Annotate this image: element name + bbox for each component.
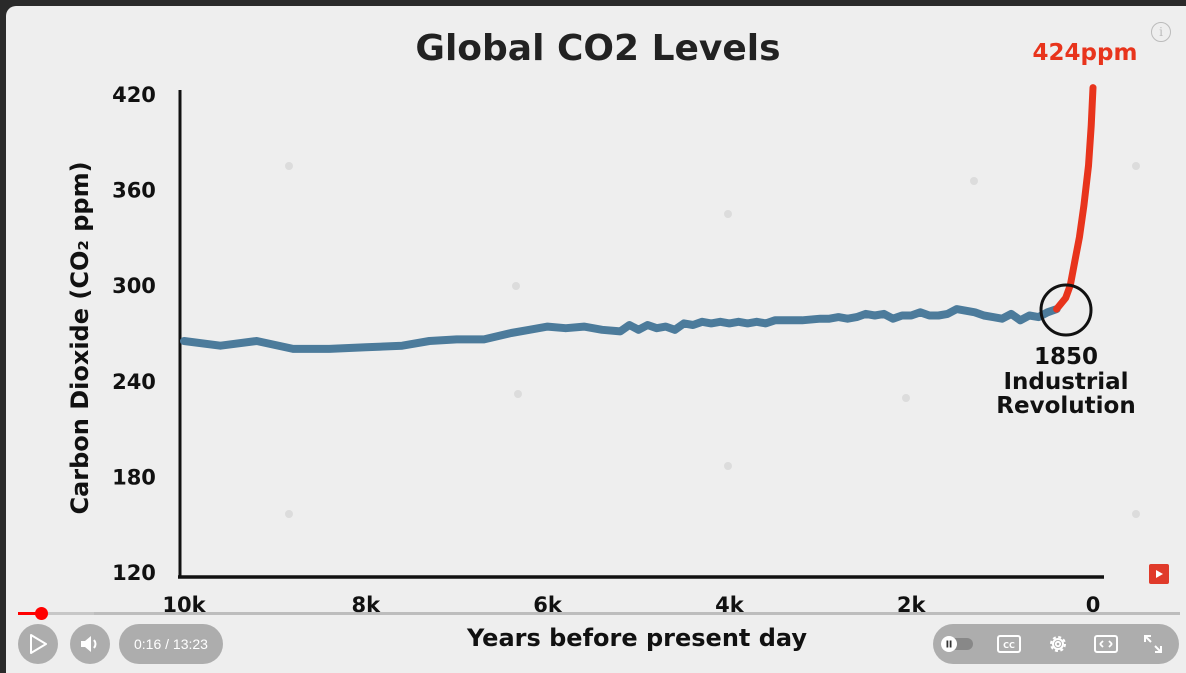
svg-text:CC: CC bbox=[1003, 641, 1015, 650]
progress-buffered bbox=[18, 612, 94, 615]
x-tick-label: 0 bbox=[1086, 593, 1101, 617]
video-frame[interactable]: Global CO2 Levels Carbon Dioxide (CO₂ pp… bbox=[6, 6, 1186, 673]
y-tick-label: 240 bbox=[112, 370, 156, 394]
progress-bar[interactable] bbox=[18, 607, 1180, 620]
play-icon bbox=[30, 634, 47, 654]
event-year-label: 1850 bbox=[1034, 344, 1098, 370]
background-dots bbox=[285, 162, 1140, 518]
autoplay-toggle-icon bbox=[941, 636, 973, 652]
peak-value-label: 424ppm bbox=[1033, 40, 1138, 66]
co2-chart: Global CO2 Levels Carbon Dioxide (CO₂ pp… bbox=[66, 28, 1140, 652]
event-label-line2: Revolution bbox=[996, 393, 1135, 419]
x-axis-label: Years before present day bbox=[466, 624, 807, 652]
y-axis-label: Carbon Dioxide (CO₂ ppm) bbox=[66, 161, 94, 514]
fullscreen-button[interactable] bbox=[1133, 624, 1173, 664]
co2-historical-line bbox=[180, 305, 1061, 353]
play-button[interactable] bbox=[18, 624, 58, 664]
chart-title: Global CO2 Levels bbox=[415, 28, 780, 69]
volume-button[interactable] bbox=[70, 624, 110, 664]
y-tick-labels: 420 360 300 240 180 120 bbox=[112, 83, 156, 585]
y-tick-label: 180 bbox=[112, 465, 156, 489]
channel-watermark-icon[interactable] bbox=[1149, 564, 1169, 584]
captions-button[interactable]: CC bbox=[989, 624, 1029, 664]
volume-icon bbox=[81, 636, 97, 652]
co2-industrial-line bbox=[1053, 84, 1097, 313]
y-tick-label: 120 bbox=[112, 561, 156, 585]
progress-played bbox=[18, 612, 42, 615]
series-layer bbox=[180, 84, 1097, 353]
industrial-revolution-marker bbox=[1039, 283, 1093, 337]
y-tick-label: 420 bbox=[112, 83, 156, 107]
settings-icon bbox=[1050, 636, 1066, 652]
captions-icon: CC bbox=[997, 635, 1021, 653]
theater-mode-icon bbox=[1094, 635, 1118, 653]
right-controls: CC bbox=[933, 624, 1179, 664]
autoplay-toggle[interactable] bbox=[937, 624, 977, 664]
info-icon[interactable]: i bbox=[1151, 22, 1171, 42]
event-label-line1: Industrial bbox=[1003, 369, 1128, 395]
theater-mode-button[interactable] bbox=[1086, 624, 1126, 664]
fullscreen-icon bbox=[1144, 635, 1162, 653]
settings-button[interactable] bbox=[1038, 624, 1078, 664]
time-display: 0:16 / 13:23 bbox=[119, 624, 223, 664]
scrubber-handle[interactable] bbox=[35, 607, 49, 620]
y-tick-label: 360 bbox=[112, 179, 156, 203]
y-tick-label: 300 bbox=[112, 274, 156, 298]
